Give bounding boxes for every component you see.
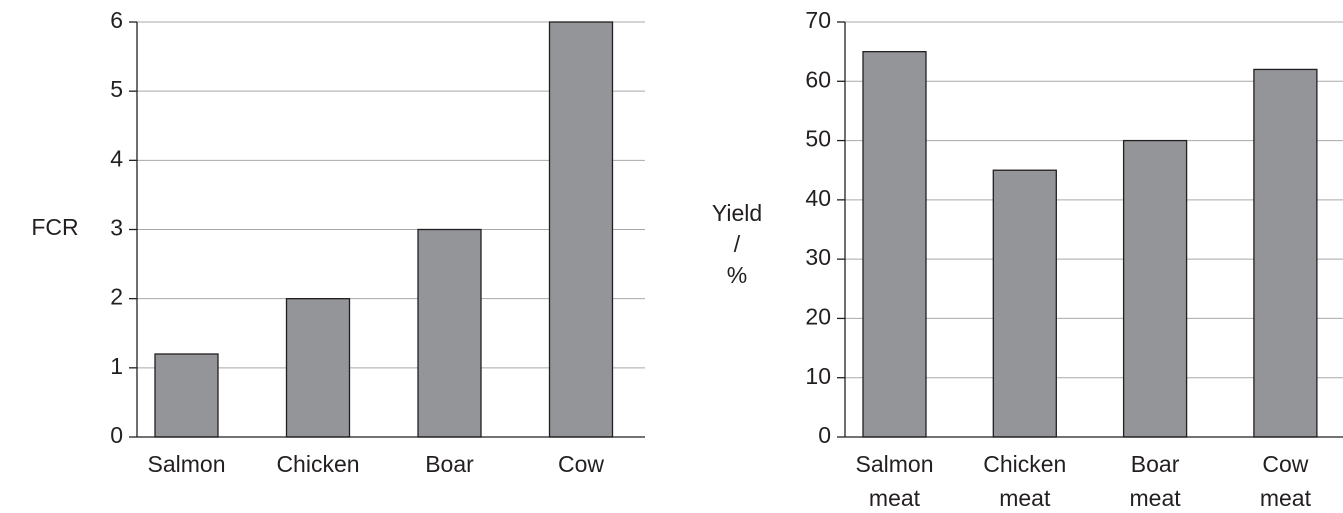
y-axis-label: Yield /% — [712, 200, 762, 288]
x-tick-label: Boar meat — [1130, 451, 1182, 511]
y-tick-label: 20 — [805, 304, 831, 330]
x-tick-label: Salmon meat — [856, 451, 934, 511]
x-tick-label: Boar — [425, 451, 474, 477]
y-tick-label: 10 — [805, 363, 831, 389]
y-tick-label: 0 — [110, 422, 123, 448]
y-tick-label: 2 — [110, 284, 123, 310]
bar — [417, 228, 482, 438]
x-tick-label: Cow — [558, 451, 604, 477]
x-tick-label: Chicken — [276, 451, 359, 477]
y-tick-label: 4 — [110, 145, 123, 171]
x-tick-label: Salmon — [148, 451, 226, 477]
y-axis-label: FCR — [31, 214, 78, 240]
y-tick-label: 5 — [110, 76, 123, 102]
y-tick-label: 60 — [805, 66, 831, 92]
y-tick-label: 70 — [805, 7, 831, 33]
y-tick-label: 1 — [110, 353, 123, 379]
y-tick-label: 50 — [805, 126, 831, 152]
bar — [154, 353, 219, 438]
x-tick-label: Chicken meat — [983, 451, 1066, 511]
y-tick-label: 40 — [805, 185, 831, 211]
x-tick-label: Cow meat — [1260, 451, 1312, 511]
bar — [1253, 68, 1318, 438]
y-tick-label: 6 — [110, 7, 123, 33]
y-tick-label: 3 — [110, 215, 123, 241]
bar — [862, 50, 927, 438]
bar — [992, 169, 1057, 438]
y-tick-label: 30 — [805, 244, 831, 270]
y-tick-label: 0 — [818, 422, 831, 448]
bar — [1122, 139, 1188, 438]
bar — [548, 21, 614, 438]
bar — [285, 298, 351, 438]
